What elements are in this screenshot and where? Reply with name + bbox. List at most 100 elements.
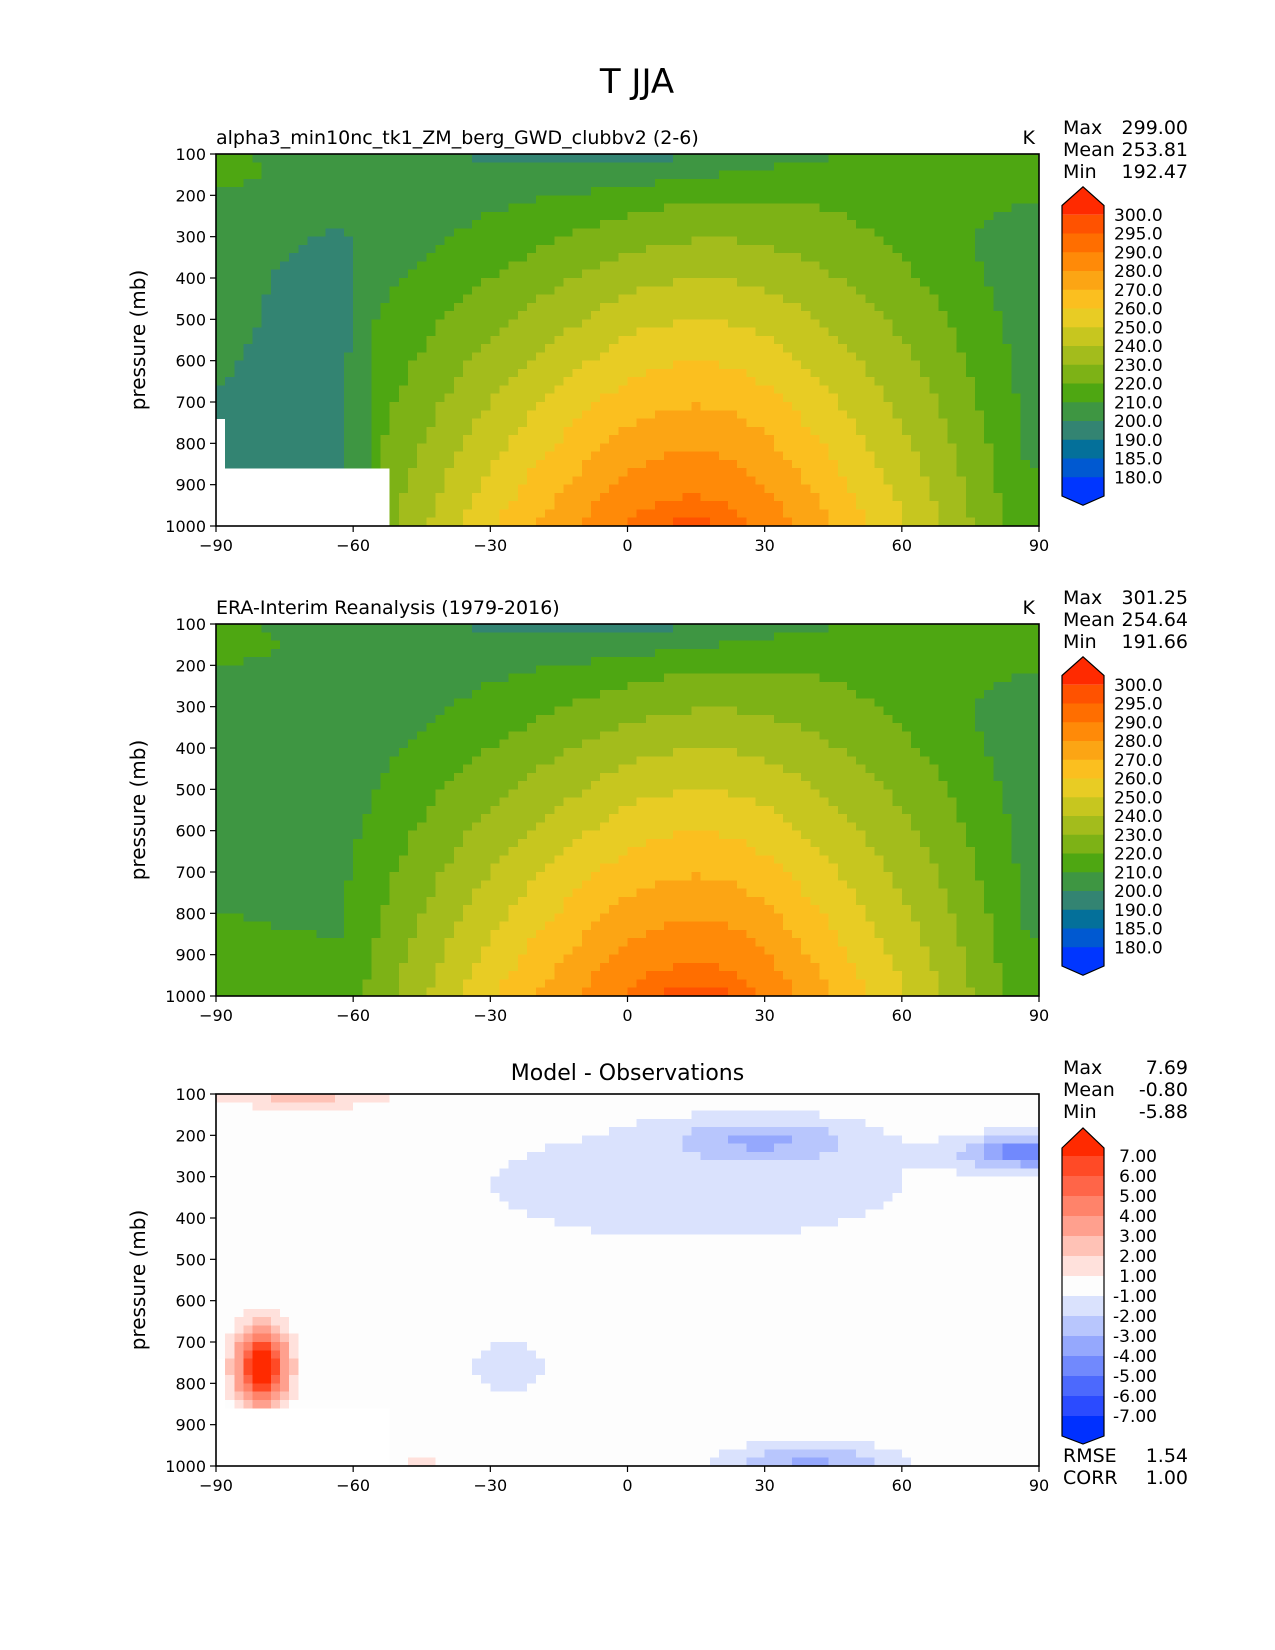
contour-cell <box>737 344 747 353</box>
contour-cell <box>398 492 409 502</box>
contour-cell <box>664 657 674 666</box>
contour-cell <box>901 402 912 411</box>
contour-cell <box>819 178 830 188</box>
contour-cell <box>316 640 327 650</box>
contour-cell <box>828 640 839 650</box>
contour-cell <box>773 624 784 633</box>
contour-cell <box>572 632 583 642</box>
contour-cell <box>1020 665 1031 675</box>
contour-cell <box>252 236 263 246</box>
contour-cell <box>435 211 446 221</box>
contour-cell <box>984 344 994 353</box>
contour-cell <box>609 344 619 353</box>
contour-cell <box>554 451 565 461</box>
contour-cell <box>334 220 345 229</box>
contour-cell <box>673 443 683 453</box>
contour-cell <box>801 360 811 370</box>
contour-cell <box>691 648 702 658</box>
contour-cell <box>545 681 555 691</box>
contour-cell <box>280 294 290 304</box>
contour-cell <box>234 690 245 699</box>
contour-cell <box>901 195 912 205</box>
contour-cell <box>627 410 638 420</box>
contour-cell <box>718 368 729 378</box>
contour-cell <box>654 476 665 486</box>
contour-cell <box>627 657 638 666</box>
contour-cell <box>746 195 757 205</box>
contour-cell <box>728 352 738 362</box>
contour-cell <box>673 211 683 221</box>
contour-cell <box>856 319 866 329</box>
contour-cell <box>837 319 848 329</box>
contour-cell <box>417 368 427 378</box>
contour-cell <box>289 154 299 163</box>
contour-cell <box>782 648 793 658</box>
contour-cell <box>974 385 985 395</box>
contour-cell <box>572 294 583 304</box>
contour-cell <box>481 162 491 172</box>
contour-cell <box>956 319 967 329</box>
contour-cell <box>883 170 894 180</box>
contour-cell <box>600 418 610 428</box>
contour-cell <box>627 327 638 337</box>
contour-cell <box>435 178 446 188</box>
contour-cell <box>746 517 757 527</box>
contour-cell <box>709 640 720 650</box>
contour-cell <box>252 278 263 287</box>
contour-cell <box>846 657 857 666</box>
contour-cell <box>792 154 802 163</box>
contour-cell <box>718 236 729 246</box>
contour-cell <box>618 648 629 658</box>
contour-cell <box>618 706 629 716</box>
contour-cell <box>280 385 290 395</box>
contour-cell <box>846 624 857 633</box>
contour-cell <box>536 162 546 172</box>
contour-cell <box>645 203 656 213</box>
contour-cell <box>252 443 263 453</box>
contour-cell <box>764 311 775 320</box>
contour-cell <box>581 253 592 263</box>
contour-cell <box>764 228 775 238</box>
contour-cell <box>627 253 638 263</box>
contour-cell <box>609 665 619 675</box>
contour-cell <box>1029 211 1040 221</box>
contour-cell <box>718 509 729 519</box>
contour-cell <box>846 261 857 271</box>
contour-cell <box>462 253 473 263</box>
contour-cell <box>472 501 482 511</box>
contour-cell <box>261 418 272 428</box>
contour-cell <box>408 302 418 312</box>
contour-cell <box>344 302 354 312</box>
contour-cell <box>472 178 482 188</box>
contour-cell <box>389 385 400 395</box>
contour-cell <box>993 492 1004 502</box>
contour-cell <box>462 657 473 666</box>
contour-cell <box>490 261 501 271</box>
contour-cell <box>910 418 921 428</box>
contour-cell <box>746 211 757 221</box>
contour-cell <box>490 624 501 633</box>
contour-cell <box>261 426 272 436</box>
contour-cell <box>1002 244 1013 254</box>
contour-cell <box>435 253 446 263</box>
contour-cell <box>837 509 848 519</box>
contour-cell <box>901 327 912 337</box>
contour-cell <box>353 665 363 675</box>
contour-cell <box>334 640 345 650</box>
contour-cell <box>216 195 226 205</box>
contour-cell <box>965 368 976 378</box>
contour-cell <box>810 476 821 486</box>
contour-cell <box>645 294 656 304</box>
contour-cell <box>965 665 976 675</box>
contour-cell <box>408 648 418 658</box>
contour-cell <box>993 451 1004 461</box>
contour-cell <box>554 690 565 699</box>
contour-cell <box>270 632 281 642</box>
contour-cell <box>234 228 245 238</box>
contour-cell <box>481 236 491 246</box>
contour-cell <box>590 335 601 345</box>
contour-cell <box>581 228 592 238</box>
contour-cell <box>426 170 437 180</box>
contour-cell <box>536 360 546 370</box>
contour-cell <box>618 451 629 461</box>
